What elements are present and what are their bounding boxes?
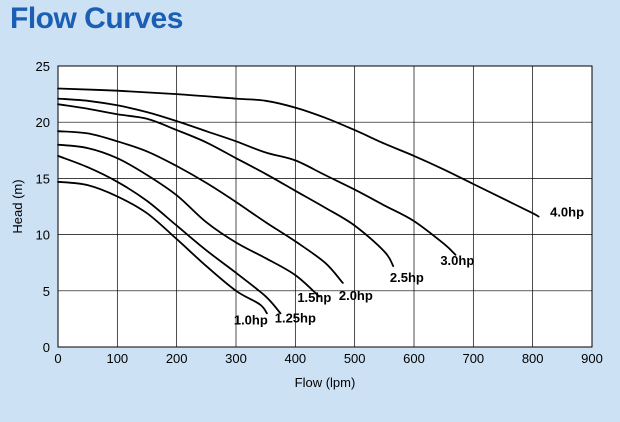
series-line-3-0hp (57, 97, 457, 256)
y-tick-label: 15 (36, 171, 50, 186)
series-line-1-5hp (57, 143, 320, 298)
x-tick-label: 200 (166, 351, 188, 366)
y-tick-label: 10 (36, 228, 50, 243)
series-line-1-0hp (57, 180, 268, 315)
y-tick-labels: 0 5 10 15 20 25 (36, 59, 50, 355)
x-tick-label: 800 (522, 351, 544, 366)
series-line-1-25hp (57, 155, 282, 315)
x-tick-label: 500 (344, 351, 366, 366)
x-tick-label: 400 (284, 351, 306, 366)
curve-label-4-0hp: 4.0hp (550, 205, 584, 220)
curve-label-2-5hp: 2.5hp (390, 270, 424, 285)
curve-label-2-0hp: 2.0hp (339, 288, 373, 303)
curve-label-3-0hp: 3.0hp (440, 253, 474, 268)
curve-labels: 1.0hp 1.25hp 1.5hp 2.0hp 2.5hp 3.0hp 4.0hp (234, 205, 584, 328)
x-tick-label: 300 (225, 351, 247, 366)
x-tick-label: 0 (54, 351, 61, 366)
y-tick-label: 20 (36, 115, 50, 130)
plot-frame (57, 65, 593, 348)
curve-label-1-5hp: 1.5hp (297, 290, 331, 305)
series-group (57, 87, 540, 315)
curve-label-1-25hp: 1.25hp (275, 310, 316, 325)
plot-border (57, 65, 593, 348)
x-axis-title: Flow (lpm) (295, 375, 356, 390)
y-tick-label: 5 (43, 284, 50, 299)
x-tick-label: 700 (462, 351, 484, 366)
page-title: Flow Curves (10, 2, 183, 35)
y-tick-label: 0 (43, 340, 50, 355)
x-tick-label: 900 (581, 351, 603, 366)
x-tick-label: 100 (106, 351, 128, 366)
curve-label-1-0hp: 1.0hp (234, 313, 268, 328)
grid (58, 66, 592, 347)
series-line-2-0hp (57, 130, 344, 284)
y-axis-title: Head (m) (10, 179, 25, 233)
y-tick-label: 25 (36, 59, 50, 74)
x-tick-labels: 0 100 200 300 400 500 600 700 800 900 (54, 351, 602, 366)
x-tick-label: 600 (403, 351, 425, 366)
series-line-2-5hp (57, 103, 395, 267)
series-line-4-0hp (57, 87, 540, 218)
